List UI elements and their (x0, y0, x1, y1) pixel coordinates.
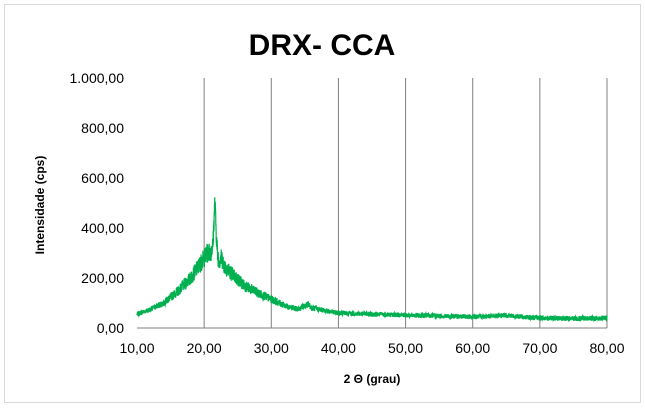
x-tick-label: 70,00 (522, 340, 557, 356)
x-tick-label: 80,00 (589, 340, 624, 356)
y-tick-labels: 0,00 200,00 400,00 600,00 800,00 1.000,00 (70, 70, 125, 336)
y-tick-label: 1.000,00 (70, 70, 125, 86)
x-tick-labels: 10,00 20,00 30,00 40,00 50,00 60,00 70,00 80,00 (119, 340, 624, 356)
chart-frame (4, 4, 641, 403)
y-tick-label: 400,00 (81, 220, 124, 236)
chart-title: DRX- CCA (249, 29, 396, 62)
y-tick-label: 600,00 (81, 170, 124, 186)
y-tick-label: 200,00 (81, 270, 124, 286)
x-tick-label: 40,00 (321, 340, 356, 356)
y-axis-label: Intensidade (cps) (33, 156, 47, 255)
x-tick-label: 30,00 (254, 340, 289, 356)
x-tick-label: 60,00 (455, 340, 490, 356)
y-tick-label: 0,00 (97, 320, 124, 336)
grid-lines (203, 78, 608, 328)
series-line (136, 197, 608, 323)
x-tick-label: 20,00 (187, 340, 222, 356)
x-tick-label: 10,00 (119, 340, 154, 356)
x-axis-label: 2 Θ (grau) (344, 372, 401, 386)
x-tick-label: 50,00 (388, 340, 423, 356)
y-tick-label: 800,00 (81, 120, 124, 136)
